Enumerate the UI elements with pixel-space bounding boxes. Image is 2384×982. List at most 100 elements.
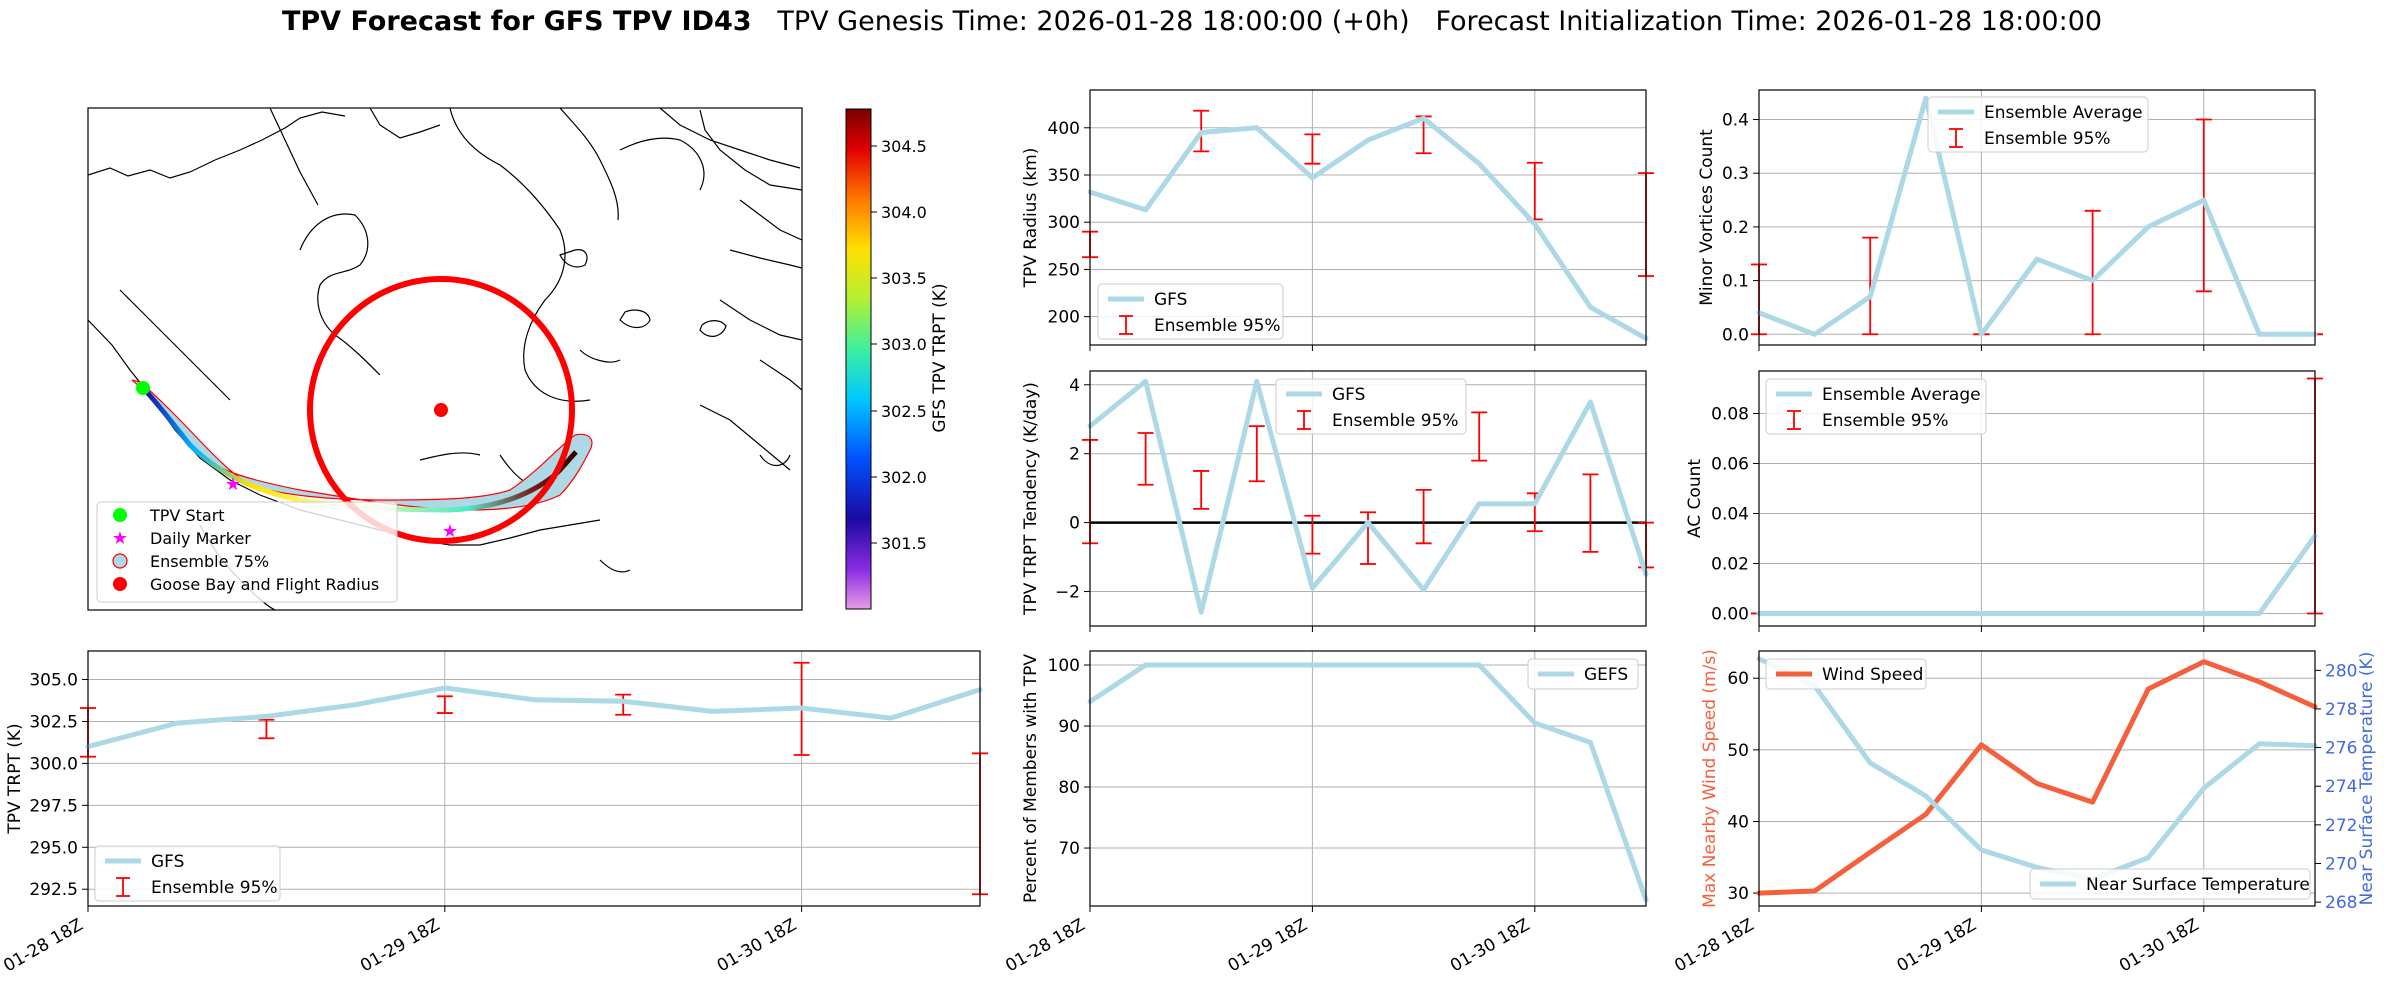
y-tick-label: 40 (1727, 812, 1749, 832)
chart-ac: 0.00 0.02 0.04 0.06 0.08 AC Count Ensemble Ave… (1685, 370, 2323, 632)
y-tick-label: 297.5 (29, 796, 78, 816)
y-tick-label: 0.06 (1711, 455, 1749, 475)
y-tick-label: 0.04 (1711, 505, 1749, 525)
y-tick-label: 305.0 (29, 671, 78, 691)
legend-series-label: GFS (1154, 290, 1187, 310)
colorbar-tick-label: 303.5 (881, 269, 927, 288)
goose-bay-marker (434, 403, 448, 417)
y-tick-label: 0.00 (1711, 605, 1749, 625)
chart-members: 70 80 90 100 01-28 18Z 01-29 18Z 01-30 18Z Perc… (1002, 650, 1649, 976)
y-axis-label: TPV TRPT Tendency (K/day) (1021, 382, 1041, 616)
y-tick-label: 300 (1048, 213, 1080, 233)
legend-series-label: Ensemble Average (1822, 385, 1981, 405)
chart-wind: 30 40 50 60 01-28 18Z 01-29 18Z 01-30 18Z Max N… (1671, 649, 2377, 976)
legend-ensemble-label: Ensemble 95% (1822, 411, 1949, 431)
y-tick-label: 30 (1727, 884, 1749, 904)
legend-box (94, 845, 281, 902)
y-tick-label: 80 (1058, 778, 1080, 798)
x-tick-label: 01-30 18Z (714, 915, 800, 976)
x-tick-label: 01-30 18Z (1447, 915, 1533, 976)
y-tick-label: 300.0 (29, 754, 78, 774)
y-tick-label: 0.0 (1722, 325, 1749, 345)
plot-area (1090, 651, 1646, 906)
legend-box (1527, 658, 1639, 690)
series-line-gefs (1087, 662, 1649, 903)
y-tick-label: 350 (1048, 166, 1080, 186)
series-line-gfs (1087, 378, 1649, 615)
y-tick-label: 2 (1069, 445, 1080, 465)
legend-start-label: TPV Start (149, 506, 225, 525)
title-genesis: TPV Genesis Time: 2026-01-28 18:00:00 (+… (777, 6, 1410, 37)
map-panel: ★ ★ TPV Start ★ Daily Marker Ensemble 75… (87, 107, 803, 611)
daily-marker-1: ★ (225, 474, 241, 495)
chart-tendency: −2 0 2 4 TPV TRPT Tendency (K/day) GFS Ensembl… (1021, 370, 1654, 632)
legend-start-icon (113, 508, 127, 522)
plot-frame (87, 650, 981, 907)
plot-frame (1089, 89, 1647, 346)
daily-marker-2: ★ (442, 521, 458, 542)
y-axis-label: TPV Radius (km) (1021, 148, 1041, 289)
y-tick-label: 70 (1058, 839, 1080, 859)
figure-title: TPV Forecast for GFS TPV ID43 TPV Genesi… (0, 6, 2384, 37)
colorbar-tick-label: 302.0 (881, 468, 927, 487)
y-tick-label: 302.5 (29, 712, 78, 732)
y2-tick-label: 276 (2325, 739, 2357, 759)
plot-frame (1089, 650, 1647, 907)
y2-tick-label: 278 (2325, 700, 2357, 720)
colorbar-ticks: 304.5 304.0 303.5 303.0 302.5 302.0 301.5 (871, 137, 927, 553)
y-tick-label: 292.5 (29, 880, 78, 900)
series-line-wind-speed (1756, 659, 2318, 896)
y2-tick-label: 270 (2325, 855, 2357, 875)
y-tick-label: 0.1 (1722, 272, 1749, 292)
map-legend-box (96, 501, 398, 603)
x-tick-label: 01-29 18Z (1225, 915, 1311, 976)
legend-ensemble-label: Ensemble 95% (1154, 316, 1281, 336)
y-tick-label: 0 (1069, 514, 1080, 534)
legend-series-label: GFS (151, 852, 184, 872)
legend-wind-label: Wind Speed (1822, 665, 1923, 685)
legend-box (1927, 96, 2149, 153)
plot-frame (1089, 370, 1647, 627)
legend-ensemble-label: Ensemble 95% (151, 878, 278, 898)
legend-box (1765, 378, 1987, 435)
legend-series-label: GFS (1332, 385, 1365, 405)
x-tick-label: 01-30 18Z (2116, 915, 2202, 976)
y-axis-label: Minor Vortices Count (1697, 129, 1717, 306)
chart-radius: 200 250 300 350 400 TPV Radius (km) GFS Ensembl… (1021, 89, 1654, 351)
colorbar-tick-label: 304.5 (881, 137, 927, 156)
chart-trpt: 292.5 295.0 297.5 300.0 302.5 305.0 01-28 18Z 0… (0, 650, 988, 976)
y-tick-label: 0.4 (1722, 111, 1749, 131)
coastlines (88, 108, 802, 610)
series-line-ensemble-average (1756, 533, 2318, 616)
legend-ensemble-label: Ensemble 95% (1332, 411, 1459, 431)
x-tick-label: 01-29 18Z (357, 915, 443, 976)
legend-box (1765, 658, 1927, 690)
y-tick-label: 0.08 (1711, 405, 1749, 425)
legend-temp-label: Near Surface Temperature (2086, 875, 2310, 895)
legend-star-icon: ★ (112, 528, 128, 549)
y-axis-label: AC Count (1685, 459, 1705, 538)
y-tick-label: 0.3 (1722, 164, 1749, 184)
y2-tick-label: 272 (2325, 816, 2357, 836)
y-tick-label: 4 (1069, 376, 1080, 396)
y-tick-label: −2 (1055, 583, 1080, 603)
legend-ensemble-label: Ensemble 95% (1984, 129, 2111, 149)
tpv-start-marker (136, 381, 150, 395)
y-tick-label: 0.2 (1722, 218, 1749, 238)
legend-ensemble-label: Ensemble 75% (150, 552, 269, 571)
legend-box (2029, 868, 2311, 900)
x-tick-label: 01-28 18Z (1002, 915, 1088, 976)
plot-frame (1758, 89, 2316, 346)
legend-box (1097, 283, 1284, 340)
y-tick-label: 295.0 (29, 838, 78, 858)
series-line-gfs (1087, 115, 1649, 341)
colorbar-tick-label: 302.5 (881, 402, 927, 421)
y-axis-label: TPV TRPT (K) (5, 723, 25, 834)
title-init: Forecast Initialization Time: 2026-01-28… (1435, 6, 2103, 37)
legend-box (1275, 378, 1467, 435)
y2-tick-label: 274 (2325, 777, 2357, 797)
colorbar-tick-label: 304.0 (881, 203, 927, 222)
x-tick-label: 01-29 18Z (1894, 915, 1980, 976)
